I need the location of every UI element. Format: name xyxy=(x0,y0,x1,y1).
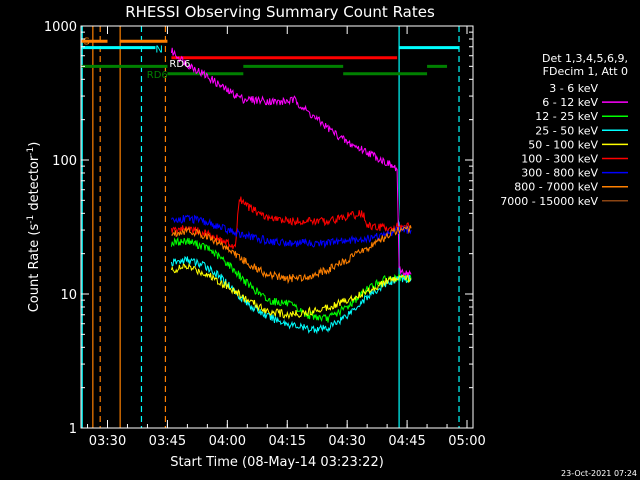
series-line-2 xyxy=(170,236,412,323)
legend-label-2: 12 - 25 keV xyxy=(535,110,598,123)
legend-label-6: 300 - 800 keV xyxy=(521,167,598,180)
legend-label-3: 25 - 50 keV xyxy=(535,124,598,137)
legend-label-7: 800 - 7000 keV xyxy=(514,181,598,194)
y-tick-label-1: 10 xyxy=(60,288,77,303)
y-tick-label-2: 100 xyxy=(52,154,77,169)
y-tick-label-3: 1000 xyxy=(44,20,77,35)
y-tick-label-0: 1 xyxy=(69,422,77,437)
y-axis-label: Count Rate (s-1 detector-1) xyxy=(26,142,42,313)
y-axis-label-sup2: -1 xyxy=(26,147,36,156)
legend-header-1: FDecim 1, Att 0 xyxy=(543,65,628,78)
series-line-1 xyxy=(170,47,412,278)
series-line-3 xyxy=(170,255,412,335)
footer-timestamp: 23-Oct-2021 07:24 xyxy=(561,469,637,478)
x-tick-label-1: 03:45 xyxy=(149,434,186,449)
legend-label-0: 3 - 6 keV xyxy=(549,82,598,95)
legend-label-5: 100 - 300 keV xyxy=(521,153,598,166)
plot-frame xyxy=(80,25,474,429)
annotation-2: RD6 xyxy=(147,70,168,81)
x-tick-label-0: 03:30 xyxy=(89,434,126,449)
series-line-4 xyxy=(170,262,412,320)
x-tick-label-6: 05:00 xyxy=(448,434,485,449)
series-line-6 xyxy=(170,214,412,249)
x-tick-label-3: 04:15 xyxy=(269,434,306,449)
y-axis: 1 10 100 1000 xyxy=(44,20,473,437)
legend: Det 1,3,4,5,6,9,FDecim 1, Att 0 3 - 6 keV… xyxy=(500,52,628,208)
y-axis-label-main: Count Rate (s xyxy=(27,224,42,313)
x-tick-label-5: 04:45 xyxy=(388,434,425,449)
series-line-0 xyxy=(170,111,412,228)
legend-label-4: 50 - 100 keV xyxy=(528,138,598,151)
x-tick-label-4: 04:30 xyxy=(328,434,365,449)
x-tick-label-2: 04:00 xyxy=(209,434,246,449)
legend-label-8: 7000 - 15000 keV xyxy=(500,195,598,208)
flag-bars-layer xyxy=(81,39,460,76)
chart-title: RHESSI Observing Summary Count Rates xyxy=(125,3,435,21)
annotation-1: N xyxy=(155,44,162,55)
y-axis-label-end: ) xyxy=(27,142,42,147)
legend-header-0: Det 1,3,4,5,6,9, xyxy=(542,52,628,65)
y-axis-label-mid: detector xyxy=(27,155,42,215)
series-line-5 xyxy=(170,196,412,250)
series-layer xyxy=(170,47,412,335)
legend-label-1: 6 - 12 keV xyxy=(542,96,598,109)
x-axis: 03:30 03:45 04:00 04:15 04:30 04:45 05:00 xyxy=(87,26,486,449)
y-axis-label-sup1: -1 xyxy=(26,215,36,224)
x-axis-label: Start Time (08-May-14 03:23:22) xyxy=(170,455,384,470)
annotation-0: S xyxy=(84,36,90,47)
series-line-7 xyxy=(171,225,412,285)
annotation-3: RD6 xyxy=(169,59,190,70)
